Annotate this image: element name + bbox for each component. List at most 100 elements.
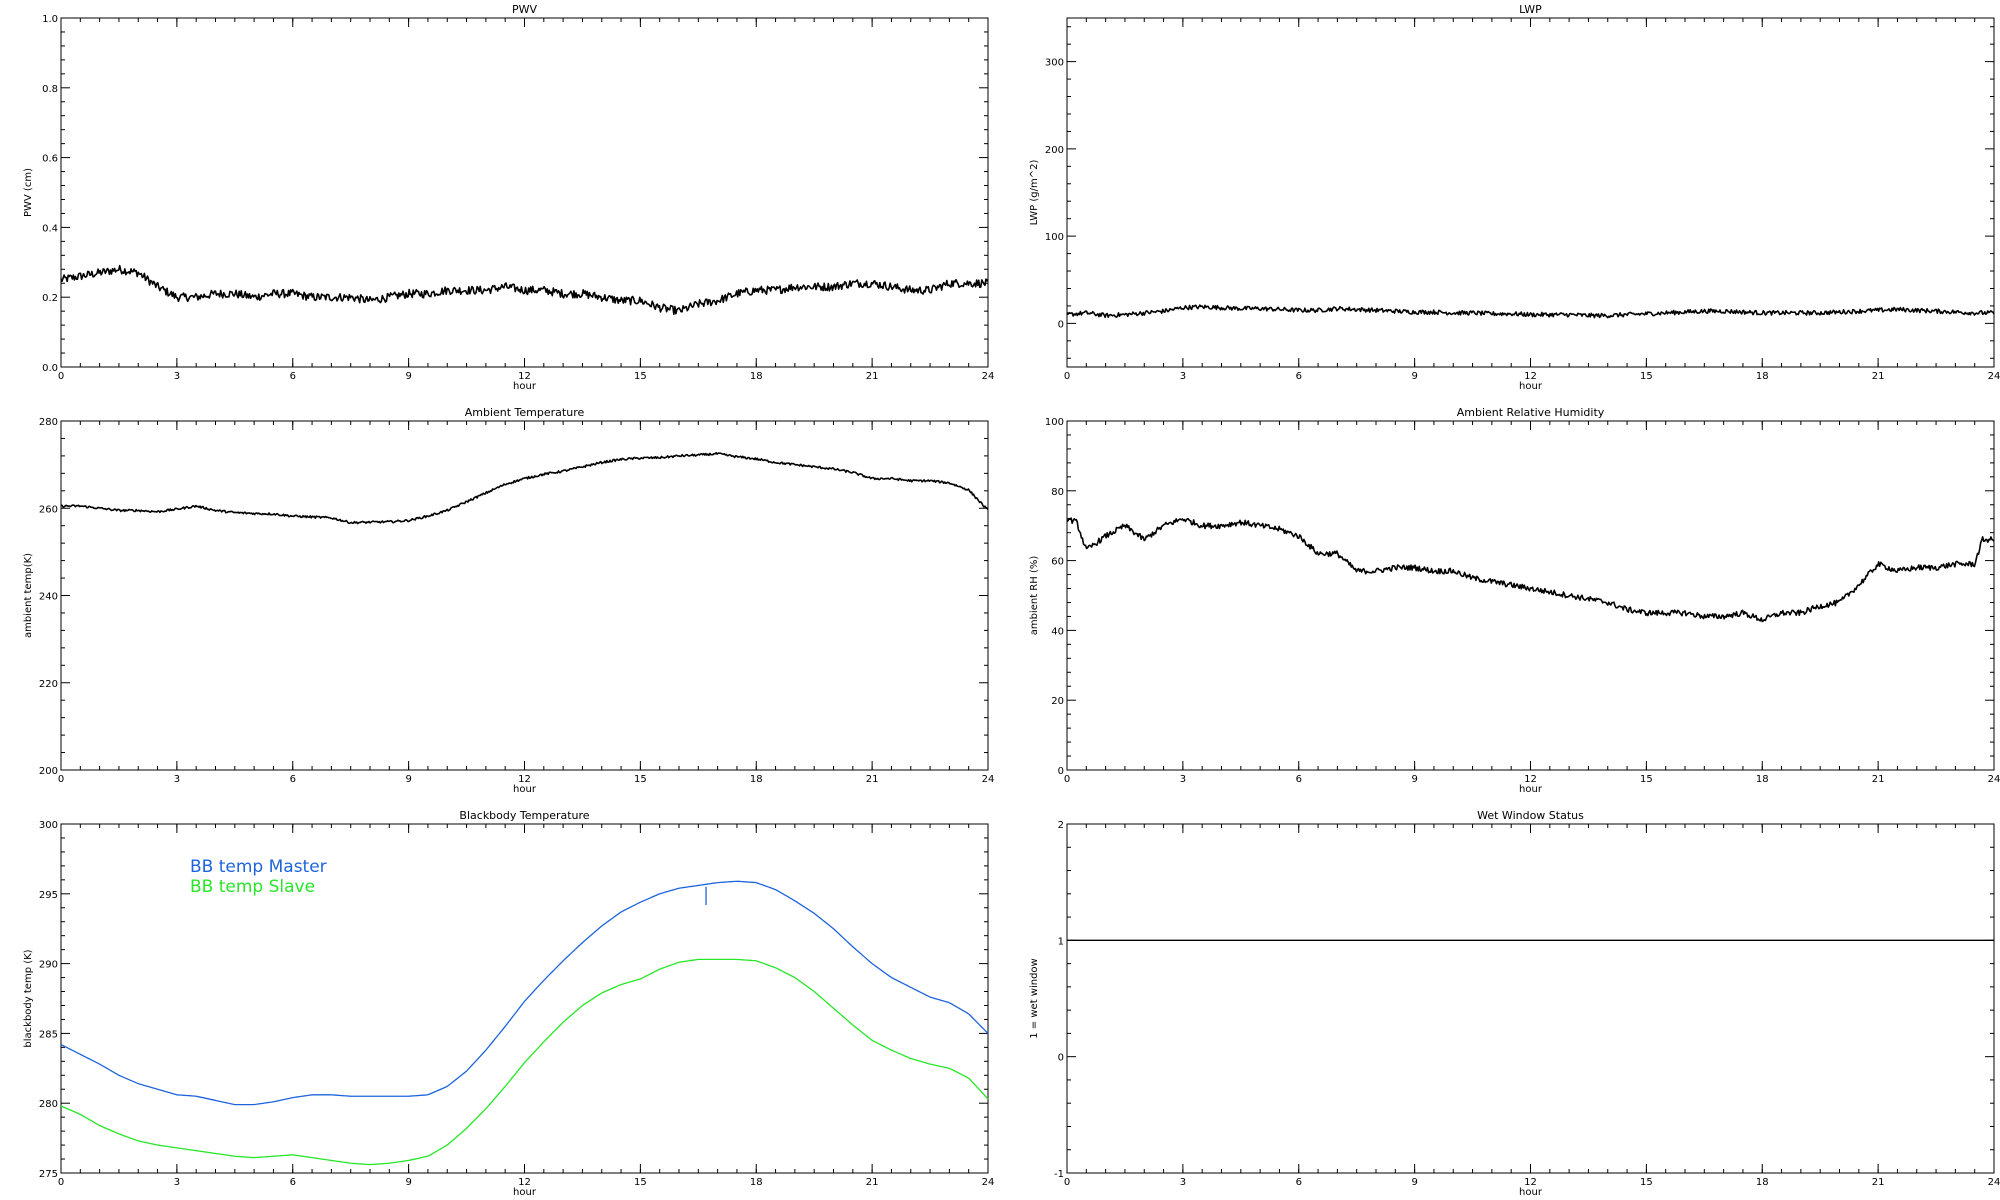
x-tick-label: 21 — [866, 1177, 879, 1188]
x-axis-label: hour — [513, 381, 537, 392]
y-tick-label: 285 — [39, 1029, 58, 1040]
y-tick-label: 0.4 — [42, 223, 58, 234]
x-tick-label: 6 — [290, 1177, 296, 1188]
x-tick-label: 12 — [518, 371, 531, 382]
y-axis-label: 1 = wet window — [1029, 958, 1040, 1038]
y-tick-label: 200 — [39, 766, 58, 777]
x-tick-label: 24 — [982, 774, 995, 785]
x-tick-label: 9 — [1411, 1177, 1417, 1188]
x-tick-label: 18 — [750, 1177, 763, 1188]
x-tick-label: 18 — [1756, 371, 1769, 382]
chart-title: Ambient Relative Humidity — [1457, 406, 1605, 419]
x-tick-label: 15 — [634, 774, 647, 785]
x-tick-label: 6 — [290, 371, 296, 382]
x-tick-label: 6 — [1296, 1177, 1302, 1188]
y-tick-label: 60 — [1051, 557, 1064, 568]
y-tick-label: 295 — [39, 890, 58, 901]
x-tick-label: 0 — [1064, 1177, 1070, 1188]
y-tick-label: 300 — [1045, 58, 1064, 69]
x-tick-label: 9 — [405, 371, 411, 382]
x-tick-label: 3 — [174, 774, 180, 785]
y-tick-label: 40 — [1051, 626, 1064, 637]
x-axis-label: hour — [1519, 1187, 1543, 1198]
y-axis-label: ambient RH (%) — [1029, 556, 1040, 636]
legend-entry: BB temp Master — [190, 857, 327, 877]
x-tick-label: 21 — [866, 371, 879, 382]
y-tick-label: 0.8 — [42, 84, 58, 95]
x-axis-label: hour — [1519, 381, 1543, 392]
x-tick-label: 0 — [58, 774, 64, 785]
x-tick-label: 15 — [634, 1177, 647, 1188]
x-axis-label: hour — [513, 784, 537, 795]
x-tick-label: 24 — [1988, 1177, 2000, 1188]
series-line-bb-temp-slave — [60, 958, 989, 1166]
x-tick-label: 3 — [174, 1177, 180, 1188]
y-tick-label: -1 — [1054, 1169, 1064, 1180]
x-tick-label: 18 — [750, 774, 763, 785]
series-line-1 — [60, 451, 989, 525]
x-tick-label: 15 — [634, 371, 647, 382]
y-axis-label: PWV (cm) — [23, 168, 34, 217]
y-tick-label: 280 — [39, 417, 58, 428]
chart-title: PWV — [512, 3, 538, 16]
x-tick-label: 9 — [405, 774, 411, 785]
x-tick-label: 15 — [1640, 371, 1653, 382]
x-tick-label: 6 — [1296, 371, 1302, 382]
chart-panel-4: Ambient Relative Humidity 0 3 6 9 12 15 18 21 24 h… — [1029, 406, 2000, 795]
y-tick-label: 0 — [1058, 319, 1064, 330]
x-tick-label: 0 — [58, 1177, 64, 1188]
x-tick-label: 21 — [1872, 1177, 1885, 1188]
x-tick-label: 3 — [174, 371, 180, 382]
y-tick-label: 260 — [39, 504, 58, 515]
x-tick-label: 21 — [1872, 371, 1885, 382]
y-tick-label: 290 — [39, 960, 58, 971]
y-tick-label: 1.0 — [42, 14, 58, 25]
y-tick-label: 0 — [1058, 766, 1064, 777]
legend-entry: BB temp Slave — [190, 877, 315, 897]
x-axis-label: hour — [513, 1187, 537, 1198]
chart-panel-5: Blackbody Temperature 0 3 6 9 12 15 18 21 24 hour 2… — [23, 809, 994, 1198]
chart-title: Ambient Temperature — [465, 406, 585, 419]
x-tick-label: 6 — [290, 774, 296, 785]
x-tick-label: 21 — [866, 774, 879, 785]
x-tick-label: 12 — [1524, 774, 1537, 785]
y-axis-label: LWP (g/m^2) — [1029, 160, 1040, 226]
series-line-1 — [1066, 517, 1995, 623]
y-axis-label: blackbody temp (K) — [23, 949, 34, 1047]
y-axis-label: ambient temp(K) — [23, 553, 34, 638]
series-line-1 — [60, 264, 989, 316]
y-tick-label: 2 — [1058, 820, 1064, 831]
y-tick-label: 280 — [39, 1099, 58, 1110]
series-line-1 — [1066, 304, 1995, 319]
chart-panel-3: Ambient Temperature 0 3 6 9 12 15 18 21 24 hour 200… — [23, 406, 994, 795]
chart-panel-1: PWV 0 3 6 9 12 15 18 21 24 hour 0.0 0.2 0.4 0.6 0.8 1.0 P… — [23, 3, 994, 392]
x-tick-label: 15 — [1640, 1177, 1653, 1188]
chart-title: LWP — [1519, 3, 1542, 16]
x-tick-label: 18 — [1756, 774, 1769, 785]
x-tick-label: 9 — [405, 1177, 411, 1188]
y-tick-label: 0.6 — [42, 154, 58, 165]
y-tick-label: 1 — [1058, 936, 1064, 947]
chart-panel-2: LWP 0 3 6 9 12 15 18 21 24 hour 0 100 200 300 LWP (g/m^… — [1029, 3, 2000, 392]
y-tick-label: 0 — [1058, 1053, 1064, 1064]
x-tick-label: 6 — [1296, 774, 1302, 785]
x-tick-label: 3 — [1180, 371, 1186, 382]
x-tick-label: 24 — [982, 371, 995, 382]
y-tick-label: 100 — [1045, 417, 1064, 428]
x-tick-label: 12 — [1524, 371, 1537, 382]
x-tick-label: 12 — [518, 1177, 531, 1188]
x-tick-label: 12 — [518, 774, 531, 785]
x-tick-label: 24 — [982, 1177, 995, 1188]
chart-title: Blackbody Temperature — [459, 809, 589, 822]
x-tick-label: 18 — [750, 371, 763, 382]
y-tick-label: 80 — [1051, 487, 1064, 498]
y-tick-label: 200 — [1045, 145, 1064, 156]
x-tick-label: 9 — [1411, 774, 1417, 785]
x-tick-label: 3 — [1180, 1177, 1186, 1188]
x-tick-label: 12 — [1524, 1177, 1537, 1188]
y-tick-label: 220 — [39, 679, 58, 690]
x-axis-label: hour — [1519, 784, 1543, 795]
